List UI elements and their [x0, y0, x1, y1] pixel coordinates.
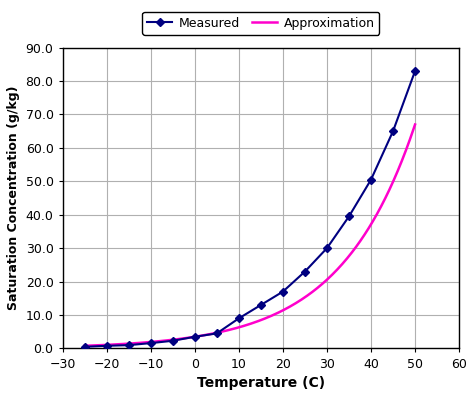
- X-axis label: Temperature (C): Temperature (C): [197, 376, 325, 390]
- Measured: [324, 246, 330, 251]
- Line: Approximation: Approximation: [84, 125, 415, 346]
- Measured: [346, 214, 352, 219]
- Approximation: [190, 335, 195, 339]
- Y-axis label: Saturation Concentration (g/kg): Saturation Concentration (g/kg): [7, 86, 20, 310]
- Measured: [170, 338, 175, 343]
- Measured: [412, 69, 418, 73]
- Approximation: [82, 343, 87, 348]
- Measured: [126, 343, 131, 347]
- Approximation: [320, 281, 326, 285]
- Line: Measured: Measured: [82, 68, 418, 350]
- Approximation: [412, 122, 418, 127]
- Measured: [192, 334, 198, 339]
- Measured: [104, 343, 109, 348]
- Measured: [258, 303, 264, 307]
- Measured: [368, 177, 374, 182]
- Legend: Measured, Approximation: Measured, Approximation: [142, 12, 380, 35]
- Measured: [148, 341, 154, 345]
- Measured: [82, 345, 87, 349]
- Measured: [214, 331, 219, 336]
- Measured: [390, 129, 396, 133]
- Measured: [236, 316, 242, 321]
- Measured: [302, 269, 308, 274]
- Approximation: [322, 279, 328, 284]
- Approximation: [212, 331, 218, 335]
- Measured: [280, 289, 286, 294]
- Approximation: [290, 303, 295, 308]
- Approximation: [121, 341, 127, 346]
